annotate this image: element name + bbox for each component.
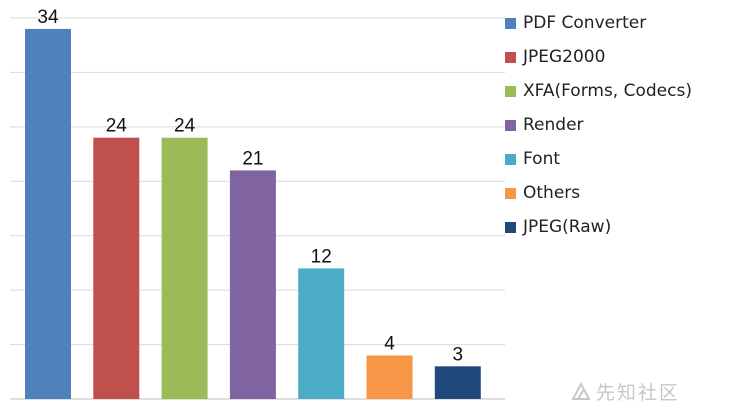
watermark-logo-icon — [571, 381, 591, 400]
data-label-1: 34 — [37, 7, 59, 28]
legend-swatch-icon — [505, 85, 516, 97]
legend-label: PDF Converter — [523, 13, 647, 33]
legend-label: JPEG(Raw) — [523, 217, 612, 237]
legend-label: Render — [523, 115, 584, 135]
bars — [25, 28, 481, 400]
legend: PDF Converter JPEG2000 XFA(Forms, Codecs) R… — [505, 6, 692, 244]
legend-label: JPEG2000 — [523, 47, 606, 67]
data-labels: 34 24 24 21 12 4 3 — [37, 7, 463, 365]
legend-swatch-icon — [505, 51, 516, 63]
watermark-text: 先知社区 — [596, 382, 681, 404]
legend-swatch-icon — [505, 153, 516, 165]
legend-item-6: Others — [505, 176, 692, 210]
legend-item-5: Font — [505, 142, 692, 176]
data-label-6: 4 — [384, 334, 395, 355]
bar-4 — [229, 170, 276, 399]
bar-6 — [366, 355, 413, 399]
legend-label: XFA(Forms, Codecs) — [523, 81, 692, 101]
bar-2 — [93, 137, 140, 399]
data-label-3: 24 — [174, 116, 196, 137]
legend-swatch-icon — [505, 119, 516, 131]
legend-swatch-icon — [505, 187, 516, 199]
bar-1 — [25, 28, 71, 400]
legend-item-7: JPEG(Raw) — [505, 210, 692, 244]
legend-item-1: PDF Converter — [505, 6, 692, 40]
legend-label: Font — [523, 149, 561, 169]
legend-item-3: XFA(Forms, Codecs) — [505, 74, 692, 108]
legend-swatch-icon — [505, 17, 516, 29]
legend-label: Others — [523, 183, 581, 203]
data-label-2: 24 — [106, 116, 128, 137]
legend-swatch-icon — [505, 221, 516, 233]
watermark: 先知社区 — [570, 378, 680, 405]
bar-5 — [298, 268, 345, 399]
bar-3 — [161, 137, 208, 399]
legend-item-4: Render — [505, 108, 692, 142]
legend-item-2: JPEG2000 — [505, 40, 692, 74]
bar-7 — [434, 366, 481, 399]
data-label-5: 12 — [311, 246, 332, 267]
data-label-7: 3 — [453, 344, 464, 365]
data-label-4: 21 — [242, 148, 263, 169]
